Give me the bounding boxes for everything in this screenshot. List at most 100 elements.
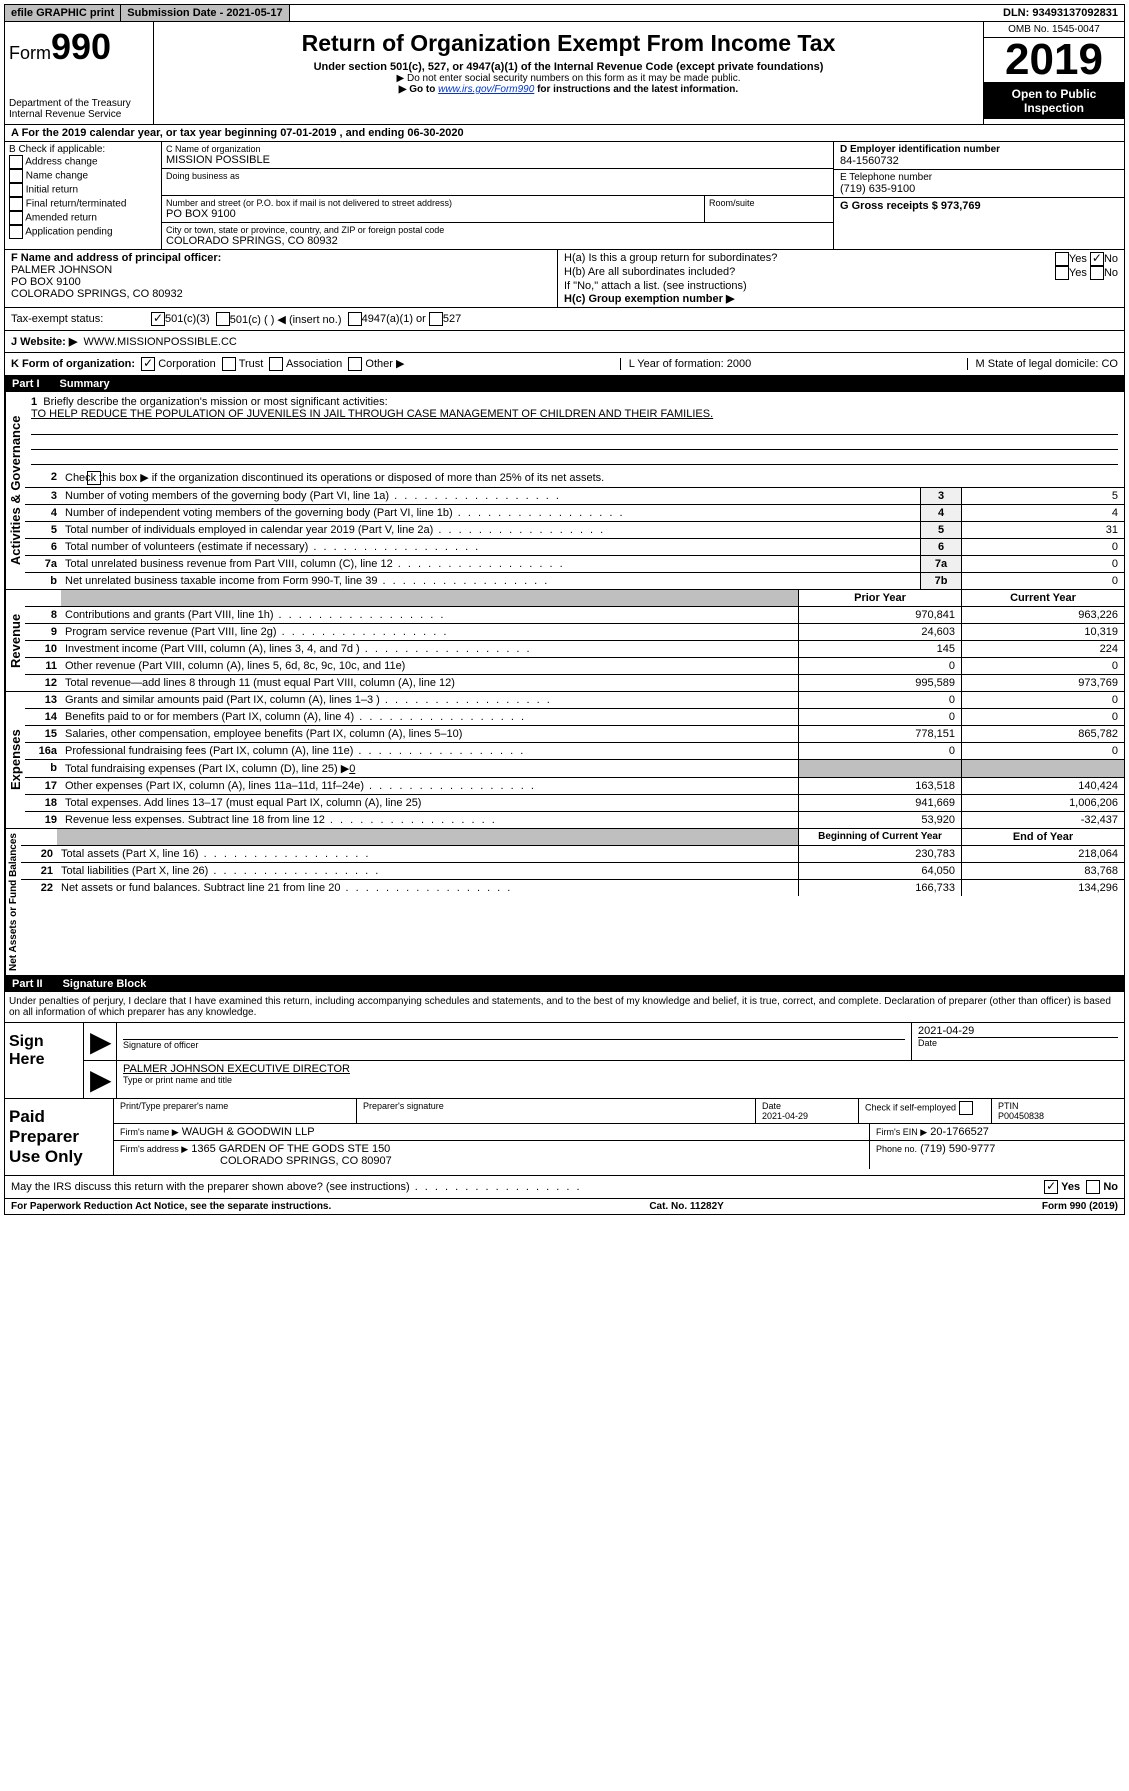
- hc-label: H(c) Group exemption number ▶: [564, 292, 1118, 305]
- 4947-checkbox[interactable]: [348, 312, 362, 326]
- ha-no-checkbox[interactable]: [1090, 252, 1104, 266]
- part-ii-header: Part IISignature Block: [4, 976, 1125, 992]
- line4: Number of independent voting members of …: [61, 505, 920, 521]
- hb-yes-checkbox[interactable]: [1055, 266, 1069, 280]
- line7a-val: 0: [961, 556, 1124, 572]
- line20-cy: 218,064: [961, 846, 1124, 862]
- street-value: PO BOX 9100: [166, 208, 700, 220]
- line18-py: 941,669: [798, 795, 961, 811]
- line19: Revenue less expenses. Subtract line 18 …: [61, 812, 798, 828]
- line3-val: 5: [961, 488, 1124, 504]
- line11-py: 0: [798, 658, 961, 674]
- row-i-tax-status: Tax-exempt status: 501(c)(3) 501(c) ( ) …: [4, 308, 1125, 331]
- line19-cy: -32,437: [961, 812, 1124, 828]
- sig-date-label: Date: [918, 1037, 1118, 1048]
- activities-governance-section: Activities & Governance 1 Briefly descri…: [4, 392, 1125, 590]
- final-return-checkbox[interactable]: [9, 197, 23, 211]
- line17-py: 163,518: [798, 778, 961, 794]
- self-employed-checkbox[interactable]: [959, 1101, 973, 1115]
- line14: Benefits paid to or for members (Part IX…: [61, 709, 798, 725]
- form-footer: Form 990 (2019): [1042, 1201, 1118, 1212]
- perjury-statement: Under penalties of perjury, I declare th…: [4, 992, 1125, 1023]
- addr-change-checkbox[interactable]: [9, 155, 23, 169]
- line8-py: 970,841: [798, 607, 961, 623]
- ha-label: H(a) Is this a group return for subordin…: [564, 252, 777, 266]
- dept-label: Department of the Treasury: [9, 98, 149, 109]
- top-bar: efile GRAPHIC print Submission Date - 20…: [4, 4, 1125, 22]
- line4-val: 4: [961, 505, 1124, 521]
- line21-py: 64,050: [798, 863, 961, 879]
- irs-label: Internal Revenue Service: [9, 109, 149, 120]
- line3: Number of voting members of the governin…: [61, 488, 920, 504]
- revenue-section: Revenue Prior YearCurrent Year 8Contribu…: [4, 590, 1125, 692]
- corp-checkbox[interactable]: [141, 357, 155, 371]
- open-public-badge: Open to Public Inspection: [984, 83, 1124, 119]
- street-label: Number and street (or P.O. box if mail i…: [166, 198, 700, 208]
- line7b: Net unrelated business taxable income fr…: [61, 573, 920, 589]
- other-checkbox[interactable]: [348, 357, 362, 371]
- row-a-tax-year: A For the 2019 calendar year, or tax yea…: [4, 125, 1125, 142]
- line17: Other expenses (Part IX, column (A), lin…: [61, 778, 798, 794]
- line22: Net assets or fund balances. Subtract li…: [57, 880, 798, 896]
- dln-label: DLN: 93493137092831: [997, 5, 1124, 21]
- line7b-val: 0: [961, 573, 1124, 589]
- mission-text: TO HELP REDUCE THE POPULATION OF JUVENIL…: [31, 408, 713, 420]
- line13-cy: 0: [961, 692, 1124, 708]
- line12-py: 995,589: [798, 675, 961, 691]
- assoc-checkbox[interactable]: [269, 357, 283, 371]
- line14-cy: 0: [961, 709, 1124, 725]
- paid-preparer-block: Paid Preparer Use Only Print/Type prepar…: [4, 1099, 1125, 1176]
- efile-button[interactable]: efile GRAPHIC print: [5, 5, 121, 21]
- initial-return-checkbox[interactable]: [9, 183, 23, 197]
- form-title: Return of Organization Exempt From Incom…: [158, 30, 979, 57]
- 501c3-checkbox[interactable]: [151, 312, 165, 326]
- line1-label: Briefly describe the organization's miss…: [43, 396, 387, 408]
- line10-cy: 224: [961, 641, 1124, 657]
- irs-link[interactable]: www.irs.gov/Form990: [438, 84, 534, 95]
- 501c-checkbox[interactable]: [216, 312, 230, 326]
- self-employed-label: Check if self-employed: [859, 1099, 992, 1123]
- 527-checkbox[interactable]: [429, 312, 443, 326]
- year-formation: L Year of formation: 2000: [620, 358, 752, 370]
- line16b: Total fundraising expenses (Part IX, col…: [61, 760, 798, 777]
- paid-prep-label: Paid Preparer Use Only: [5, 1099, 114, 1175]
- website-value: WWW.MISSIONPOSSIBLE.CC: [83, 336, 236, 348]
- line22-py: 166,733: [798, 880, 961, 896]
- line17-cy: 140,424: [961, 778, 1124, 794]
- trust-checkbox[interactable]: [222, 357, 236, 371]
- line22-cy: 134,296: [961, 880, 1124, 896]
- ha-yes-checkbox[interactable]: [1055, 252, 1069, 266]
- discuss-yes-checkbox[interactable]: [1044, 1180, 1058, 1194]
- line12-cy: 973,769: [961, 675, 1124, 691]
- state-domicile: M State of legal domicile: CO: [967, 358, 1118, 370]
- line2-checkbox[interactable]: [87, 471, 101, 485]
- line13: Grants and similar amounts paid (Part IX…: [61, 692, 798, 708]
- sign-here-block: Sign Here ▶ Signature of officer 2021-04…: [4, 1023, 1125, 1099]
- line19-py: 53,920: [798, 812, 961, 828]
- line20-py: 230,783: [798, 846, 961, 862]
- amended-return-checkbox[interactable]: [9, 211, 23, 225]
- hb-no-checkbox[interactable]: [1090, 266, 1104, 280]
- line7a: Total unrelated business revenue from Pa…: [61, 556, 920, 572]
- line2: Check this box ▶ if the organization dis…: [61, 469, 1124, 487]
- phone-value: (719) 635-9100: [840, 183, 1118, 195]
- hb-note: If "No," attach a list. (see instruction…: [564, 280, 1118, 292]
- vlabel-ag: Activities & Governance: [5, 392, 25, 589]
- line12: Total revenue—add lines 8 through 11 (mu…: [61, 675, 798, 691]
- vlabel-exp: Expenses: [5, 692, 25, 828]
- application-pending-checkbox[interactable]: [9, 225, 23, 239]
- vlabel-rev: Revenue: [5, 590, 25, 691]
- print-name-label: Print/Type preparer's name: [114, 1099, 357, 1123]
- row-j-website: J Website: ▶ WWW.MISSIONPOSSIBLE.CC: [4, 331, 1125, 353]
- vlabel-na: Net Assets or Fund Balances: [5, 829, 21, 975]
- name-title-value: PALMER JOHNSON EXECUTIVE DIRECTOR: [123, 1063, 1118, 1075]
- col-b-checkboxes: B Check if applicable: Address change Na…: [5, 142, 162, 249]
- line8: Contributions and grants (Part VIII, lin…: [61, 607, 798, 623]
- note-ssn: ▶ Do not enter social security numbers o…: [158, 73, 979, 84]
- pra-notice: For Paperwork Reduction Act Notice, see …: [11, 1201, 331, 1212]
- line14-py: 0: [798, 709, 961, 725]
- discuss-no-checkbox[interactable]: [1086, 1180, 1100, 1194]
- prep-sig-label: Preparer's signature: [357, 1099, 756, 1123]
- name-change-checkbox[interactable]: [9, 169, 23, 183]
- phone-label: E Telephone number: [840, 172, 1118, 183]
